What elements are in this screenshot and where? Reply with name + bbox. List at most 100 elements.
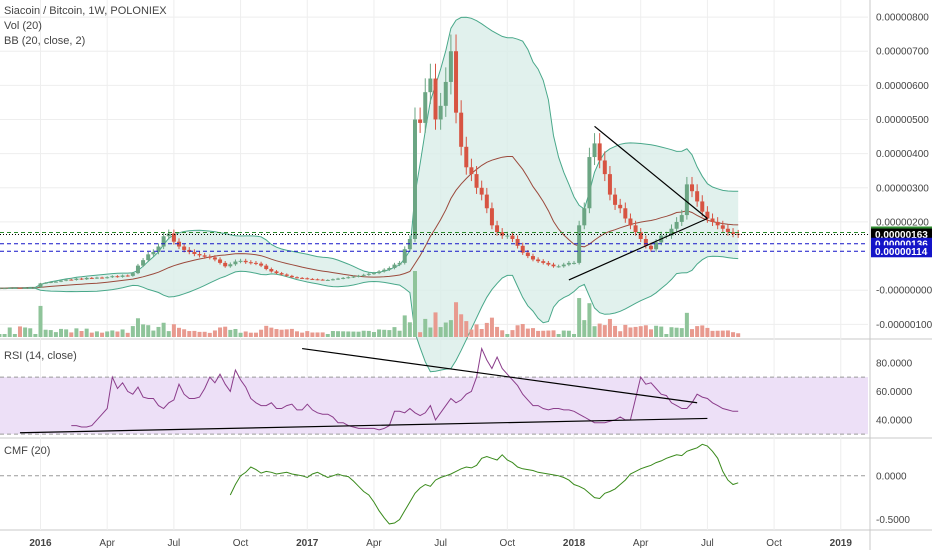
volume-bar <box>402 315 407 337</box>
price-tick-label: 0.00000300 <box>876 183 929 194</box>
volume-bar <box>536 330 541 337</box>
volume-bar <box>418 332 423 337</box>
volume-bar <box>423 318 428 337</box>
volume-bar <box>561 330 566 337</box>
candle-body <box>135 265 140 274</box>
date-tick-label: 2018 <box>563 538 586 549</box>
volume-bar <box>648 329 653 337</box>
price-tick-label: 0.00000200 <box>876 217 929 228</box>
candle-body <box>274 271 279 274</box>
candle-body <box>279 273 284 275</box>
price-tick-label: -0.00000000 <box>876 286 932 297</box>
bollinger-legend: BB (20, close, 2) <box>4 35 86 47</box>
volume-bar <box>515 325 520 337</box>
candle-body <box>530 256 535 260</box>
rsi-tick-label: 40.0000 <box>876 415 913 426</box>
candle-body <box>177 241 182 247</box>
candle-body <box>700 201 705 212</box>
candle-body <box>320 279 325 281</box>
price-tag <box>871 228 932 241</box>
candle-body <box>295 277 299 279</box>
price-tick-label: -0.00000100 <box>876 320 932 331</box>
volume-bar <box>295 331 299 337</box>
candle-body <box>520 245 525 253</box>
candle-body <box>305 278 310 280</box>
volume-bar <box>587 303 592 337</box>
volume-bar <box>392 327 397 337</box>
candle-body <box>146 254 151 261</box>
volume-bar <box>223 326 228 337</box>
candle-body <box>12 287 17 289</box>
volume-bar <box>669 327 674 337</box>
candle-body <box>330 279 335 281</box>
candle-body <box>418 119 423 123</box>
candle-body <box>725 228 730 233</box>
volume-bar <box>377 329 382 337</box>
volume-bar <box>187 331 192 337</box>
volume-bar <box>125 332 130 337</box>
candle-body <box>233 261 238 265</box>
volume-bar <box>720 330 725 337</box>
volume-bar <box>12 334 17 337</box>
volume-bar <box>592 326 597 337</box>
bollinger-lower <box>0 255 739 373</box>
candle-body <box>79 278 84 280</box>
volume-bar <box>684 312 689 337</box>
volume-bar <box>320 332 325 337</box>
candle-body <box>110 276 115 278</box>
candle-body <box>500 232 505 236</box>
candle-body <box>115 276 120 278</box>
volume-bar <box>459 314 464 337</box>
candle-body <box>428 78 433 93</box>
candle-body <box>361 274 366 276</box>
volume-bar <box>33 334 38 337</box>
candle-body <box>310 278 315 280</box>
volume-bar <box>597 323 602 337</box>
candle-body <box>454 51 459 113</box>
candle-body <box>284 274 289 276</box>
candle-body <box>125 275 130 277</box>
volume-bar <box>69 332 74 337</box>
candle-body <box>402 249 407 263</box>
candle-body <box>582 208 587 226</box>
volume-bar <box>53 332 58 337</box>
date-tick-label: Oct <box>233 538 249 549</box>
volume-bar <box>551 330 556 337</box>
date-tick-label: Oct <box>766 538 782 549</box>
candle-body <box>638 232 643 239</box>
candle-body <box>602 160 607 175</box>
candle-body <box>607 174 612 195</box>
volume-bar <box>530 328 535 337</box>
candle-body <box>720 225 725 229</box>
volume-bar <box>505 334 510 337</box>
volume-bar <box>289 328 294 337</box>
candle-body <box>0 288 2 290</box>
volume-bar <box>89 332 94 337</box>
volume-bar <box>64 329 69 337</box>
volume-bar <box>674 327 679 337</box>
candle-body <box>695 191 700 202</box>
candle-body <box>2 288 7 290</box>
volume-bar <box>710 330 715 337</box>
candle-body <box>643 238 648 246</box>
volume-bar <box>679 328 684 337</box>
date-tick-label: Apr <box>366 538 382 549</box>
candle-body <box>690 184 695 192</box>
candle-body <box>438 105 443 120</box>
candle-body <box>212 257 217 260</box>
volume-bar <box>197 331 202 337</box>
candle-body <box>587 157 592 209</box>
volume-bar <box>664 334 669 337</box>
candle-body <box>59 280 64 282</box>
candle-body <box>495 225 500 233</box>
volume-bar <box>315 332 320 337</box>
candle-body <box>551 264 556 267</box>
volume-bar <box>387 330 392 337</box>
candle-body <box>228 264 233 267</box>
candle-body <box>53 281 58 283</box>
candle-body <box>84 277 89 280</box>
trendline <box>302 347 698 404</box>
candle-body <box>613 194 618 205</box>
candle-body <box>731 232 736 234</box>
volume-bar <box>607 318 612 337</box>
